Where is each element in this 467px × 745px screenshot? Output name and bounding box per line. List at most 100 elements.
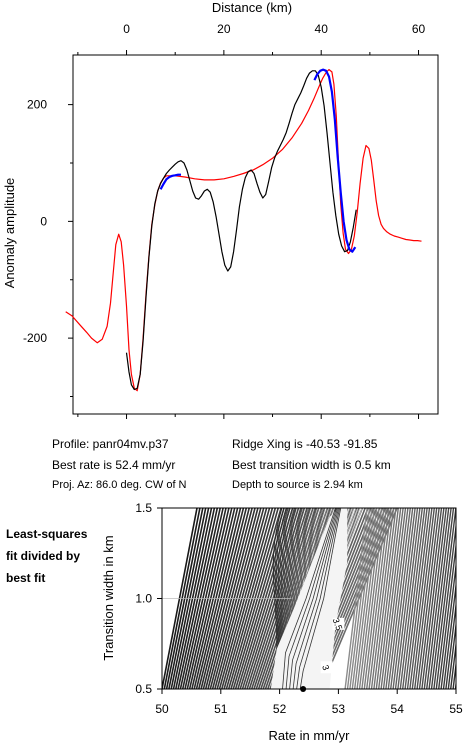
- bottom-ylabel: Transition width in km: [101, 535, 116, 660]
- contour-line: [378, 508, 402, 689]
- contour-line: [460, 508, 467, 689]
- contour-line: [404, 508, 428, 689]
- profile-series-line: [159, 173, 181, 190]
- contour-line: [385, 508, 409, 689]
- contour-line: [380, 508, 404, 689]
- caption-line: Least-squares: [6, 527, 88, 541]
- contour-line: [454, 679, 456, 689]
- contour-line: [370, 508, 395, 689]
- bottom-y-tick-label: 1.5: [135, 501, 152, 515]
- contour-line: [354, 508, 378, 689]
- misfit-contour-chart: 3.53 50 51 52 53 54 550.51.01.5 Rate in mm/yr…: [101, 501, 467, 743]
- misfit-basin: [270, 508, 348, 689]
- depth-to-source: Depth to source is 2.94 km: [232, 479, 363, 491]
- contour-line: [397, 508, 421, 689]
- contour-line: [445, 600, 456, 689]
- contour-line: [442, 580, 456, 689]
- top-y-tick-label: 0: [40, 214, 47, 228]
- contour-line: [361, 508, 385, 689]
- contour-line: [346, 508, 371, 689]
- bottom-axis-ticks: 50 51 52 53 54 55 0.5 1.0 1.5: [135, 501, 463, 716]
- contour-line: [447, 619, 456, 689]
- contour-line: [382, 508, 407, 689]
- contour-label-bg: [332, 617, 345, 630]
- top-y-tick-label: 200: [27, 98, 47, 112]
- bottom-xlabel: Rate in mm/yr: [269, 728, 351, 743]
- contour-line: [373, 508, 397, 689]
- caption-line: best fit: [6, 571, 46, 585]
- profile-series-line: [65, 68, 422, 392]
- top-plot-frame: [72, 54, 439, 415]
- contour-label-bg: [320, 661, 333, 674]
- top-x-tick-label: 40: [315, 22, 329, 36]
- contour-line: [344, 508, 368, 689]
- contour-line: [438, 540, 456, 689]
- top-x-tick-label: 60: [412, 22, 426, 36]
- contour-line: [409, 508, 433, 689]
- best-transition-width: Best transition width is 0.5 km: [232, 458, 391, 472]
- contour-line: [450, 639, 456, 689]
- contour-line: [399, 508, 423, 689]
- contour-caption: Least-squares fit divided by best fit: [6, 523, 87, 589]
- contour-line: [430, 508, 455, 689]
- top-ylabel: Anomaly amplitude: [2, 178, 17, 289]
- contour-line: [387, 508, 411, 689]
- top-x-tick-label: 20: [217, 22, 231, 36]
- contour-line: [285, 508, 337, 689]
- contour-line: [406, 508, 431, 689]
- top-x-tick-label: 0: [123, 22, 130, 36]
- bottom-x-tick-label: 53: [332, 702, 346, 716]
- contour-line: [411, 508, 435, 689]
- contour-line: [458, 508, 467, 689]
- contour-line: [390, 508, 414, 689]
- contour-label: 3.5: [331, 617, 345, 632]
- contour-line: [349, 508, 373, 689]
- contour-line: [375, 508, 399, 689]
- contour-field: 3.53: [162, 508, 467, 689]
- contour-line: [368, 508, 392, 689]
- contour-line: [358, 508, 383, 689]
- contour-line: [282, 508, 336, 689]
- profile-series-line: [313, 68, 357, 253]
- contour-line: [433, 508, 456, 689]
- caption-line: fit divided by: [6, 549, 81, 563]
- contour-line: [366, 508, 390, 689]
- top-axis-ticks: 0 20 40 60 -200 0 200: [23, 22, 426, 419]
- anomaly-chart: 0 20 40 60 -200 0 200 Distance (km) Anomaly am…: [2, 0, 439, 419]
- bottom-y-tick-label: 0.5: [135, 682, 152, 696]
- contour-line: [394, 508, 419, 689]
- best-fit-marker: [300, 686, 307, 692]
- best-rate: Best rate is 52.4 mm/yr: [52, 458, 176, 472]
- top-y-tick-label: -200: [23, 331, 47, 345]
- contour-line: [363, 508, 387, 689]
- profile-name: Profile: panr04mv.p37: [52, 437, 169, 451]
- contour-line: [296, 508, 341, 689]
- contour-line: [356, 508, 380, 689]
- profile-lines: [65, 68, 422, 392]
- contour-line: [463, 508, 467, 689]
- contour-line: [351, 508, 375, 689]
- bottom-y-tick-label: 1.0: [135, 592, 152, 606]
- contour-line: [289, 508, 338, 689]
- contour-label: 3: [320, 664, 331, 672]
- contour-line: [402, 508, 426, 689]
- bottom-x-tick-label: 50: [155, 702, 169, 716]
- contour-line: [423, 508, 447, 689]
- contour-line: [440, 560, 456, 689]
- contour-line: [421, 508, 445, 689]
- contour-line: [392, 508, 416, 689]
- bottom-x-tick-label: 55: [449, 702, 463, 716]
- bottom-x-tick-label: 52: [273, 702, 287, 716]
- top-xlabel: Distance (km): [212, 0, 292, 15]
- contour-line: [299, 508, 342, 689]
- bottom-x-tick-label: 51: [214, 702, 228, 716]
- contour-line: [418, 508, 443, 689]
- projection-azimuth: Proj. Az: 86.0 deg. CW of N: [52, 479, 187, 491]
- contour-line: [292, 508, 340, 689]
- contour-line: [416, 508, 440, 689]
- contour-line: [435, 521, 456, 689]
- contour-line: [426, 508, 450, 689]
- contour-line: [414, 508, 438, 689]
- ridge-crossing: Ridge Xing is -40.53 -91.85: [232, 437, 378, 451]
